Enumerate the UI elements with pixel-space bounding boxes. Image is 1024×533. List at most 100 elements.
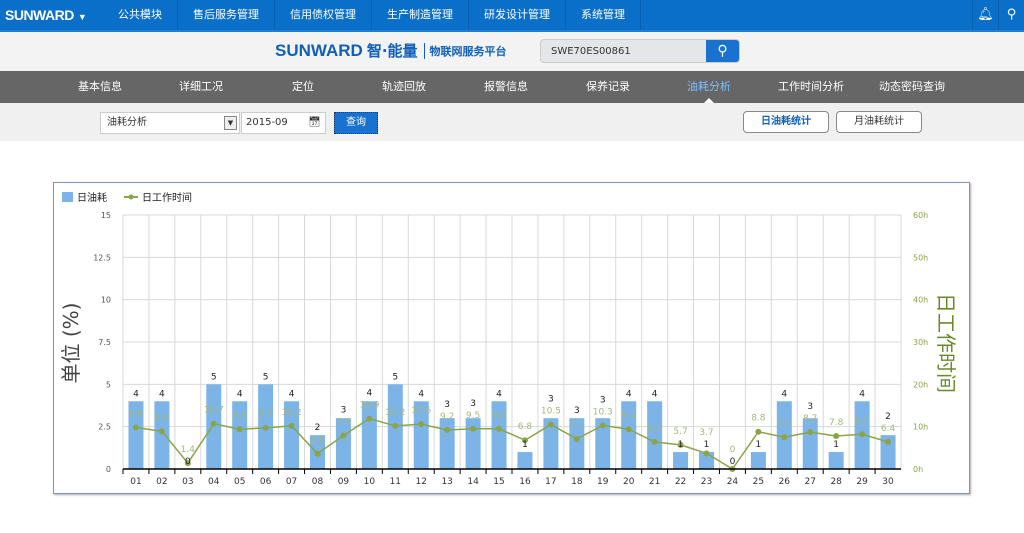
legend-line-dot — [128, 194, 134, 200]
nav-system[interactable]: 系统管理 — [566, 0, 641, 30]
worktime-point — [236, 426, 243, 433]
worktime-point — [833, 432, 840, 439]
x-tick-label: 01 — [130, 477, 141, 487]
worktime-point — [703, 450, 710, 457]
logo-text: SUNWARD — [5, 7, 74, 23]
bar-data-label: 4 — [133, 389, 139, 399]
legend-fuel[interactable]: 日油耗 — [77, 191, 107, 204]
bar-data-label: 3 — [470, 399, 476, 409]
line-data-label: 5.7 — [673, 427, 687, 437]
line-data-label: 9.2 — [440, 412, 454, 422]
line-data-label: 6.4 — [647, 424, 662, 434]
bar — [335, 418, 351, 469]
brand-name: SUNWARD — [275, 40, 363, 60]
bar-data-label: 4 — [366, 389, 372, 399]
tab-work-time[interactable]: 工作时间分析 — [778, 80, 844, 93]
query-button[interactable]: 查询 — [334, 112, 378, 134]
search-button[interactable]: ⚲ — [706, 40, 739, 62]
line-data-label: 10.5 — [541, 407, 561, 417]
worktime-point — [547, 421, 554, 428]
bar-data-label: 3 — [548, 395, 554, 405]
x-tick-label: 17 — [545, 477, 556, 487]
bar — [413, 401, 429, 469]
tab-fuel-analysis[interactable]: 油耗分析 — [687, 71, 731, 103]
bar-data-label: 3 — [341, 406, 347, 416]
x-tick-label: 25 — [753, 477, 764, 487]
tab-alarm[interactable]: 报警信息 — [484, 80, 528, 93]
bar-data-label: 0 — [185, 457, 191, 467]
tab-dynamic-password[interactable]: 动态密码查询 — [879, 80, 945, 93]
bar-data-label: 4 — [237, 389, 243, 399]
line-data-label: 10.2 — [385, 408, 405, 418]
logo-menu[interactable]: SUNWARD ▼ — [0, 7, 103, 23]
line-data-label: 9.8 — [129, 410, 144, 420]
worktime-point — [314, 450, 321, 457]
nav-credit[interactable]: 信用债权管理 — [275, 0, 372, 30]
x-tick-label: 05 — [234, 477, 245, 487]
bar — [543, 418, 559, 469]
chart-panel: 9.8 4 8.9 4 1.4 0 10.7 5 9.4 4 9.7 5 10.2 4 3.6 2 7.9 3 11… — [53, 182, 970, 494]
bar-data-label: 3 — [600, 395, 606, 405]
nav-aftersales[interactable]: 售后服务管理 — [178, 0, 275, 30]
worktime-point — [755, 428, 762, 435]
y-axis-title: 单位 (%) — [59, 303, 83, 384]
x-tick-label: 10 — [364, 477, 376, 487]
worktime-point — [573, 435, 580, 442]
month-input[interactable]: 2015-09 📅︎ — [241, 112, 326, 134]
y2-tick-label: 20h — [913, 380, 928, 389]
bar-data-label: 3 — [807, 402, 813, 412]
worktime-point — [807, 429, 814, 436]
x-tick-label: 21 — [649, 477, 660, 487]
bar-data-label: 5 — [392, 372, 398, 382]
line-data-label: 1.4 — [181, 445, 196, 455]
brand-bar: SUNWARD 智·能量 物联网服务平台 ⚲ — [0, 30, 1024, 71]
worktime-point — [599, 422, 606, 429]
line-data-label: 9.4 — [233, 411, 248, 421]
daily-fuel-button[interactable]: 日油耗统计 — [743, 111, 829, 133]
monthly-fuel-button[interactable]: 月油耗统计 — [836, 111, 922, 133]
bar-data-label: 1 — [755, 440, 761, 450]
select-value: 油耗分析 — [107, 117, 147, 128]
y2-tick-label: 30h — [913, 338, 928, 347]
worktime-point — [366, 415, 373, 422]
bar-data-label: 5 — [211, 372, 217, 382]
x-tick-label: 22 — [675, 477, 686, 487]
tab-track-playback[interactable]: 轨迹回放 — [382, 80, 426, 93]
device-search-input[interactable] — [541, 40, 707, 62]
tab-basic-info[interactable]: 基本信息 — [78, 80, 122, 93]
x-tick-label: 13 — [441, 477, 452, 487]
legend-worktime[interactable]: 日工作时间 — [142, 191, 192, 204]
bar-data-label: 4 — [626, 389, 632, 399]
bar-data-label: 4 — [781, 389, 787, 399]
x-tick-label: 18 — [571, 477, 583, 487]
x-tick-label: 26 — [779, 477, 791, 487]
x-tick-label: 08 — [312, 477, 324, 487]
bar-data-label: 0 — [730, 457, 736, 467]
nav-public[interactable]: 公共模块 — [103, 0, 178, 30]
bar-data-label: 2 — [885, 412, 891, 422]
bar-data-label: 4 — [859, 389, 865, 399]
filter-bar: 油耗分析 ▼ 2015-09 📅︎ 查询 日油耗统计 月油耗统计 — [0, 103, 1024, 141]
tab-detail[interactable]: 详细工况 — [179, 80, 223, 93]
tab-maintenance[interactable]: 保养记录 — [586, 80, 630, 93]
line-data-label: 3.7 — [699, 428, 713, 438]
y-tick-label: 7.5 — [98, 338, 111, 347]
bar — [750, 452, 766, 469]
search-icon[interactable]: ⚲ — [998, 0, 1024, 30]
nav-manufacturing[interactable]: 生产制造管理 — [372, 0, 469, 30]
line-data-label: 7.5 — [777, 419, 791, 429]
tab-location[interactable]: 定位 — [292, 80, 314, 93]
bell-icon[interactable]: 🔔︎ — [972, 0, 998, 30]
bar — [517, 452, 533, 469]
bar — [673, 452, 689, 469]
nav-rnd[interactable]: 研发设计管理 — [469, 0, 566, 30]
line-data-label: 8.8 — [751, 414, 766, 424]
bar — [802, 418, 818, 469]
bar — [361, 401, 377, 469]
line-data-label: 9.5 — [492, 411, 506, 421]
bar — [284, 401, 300, 469]
worktime-point — [651, 438, 658, 445]
calendar-icon[interactable]: 📅︎ — [308, 117, 321, 128]
analysis-type-select[interactable]: 油耗分析 ▼ — [100, 112, 240, 134]
